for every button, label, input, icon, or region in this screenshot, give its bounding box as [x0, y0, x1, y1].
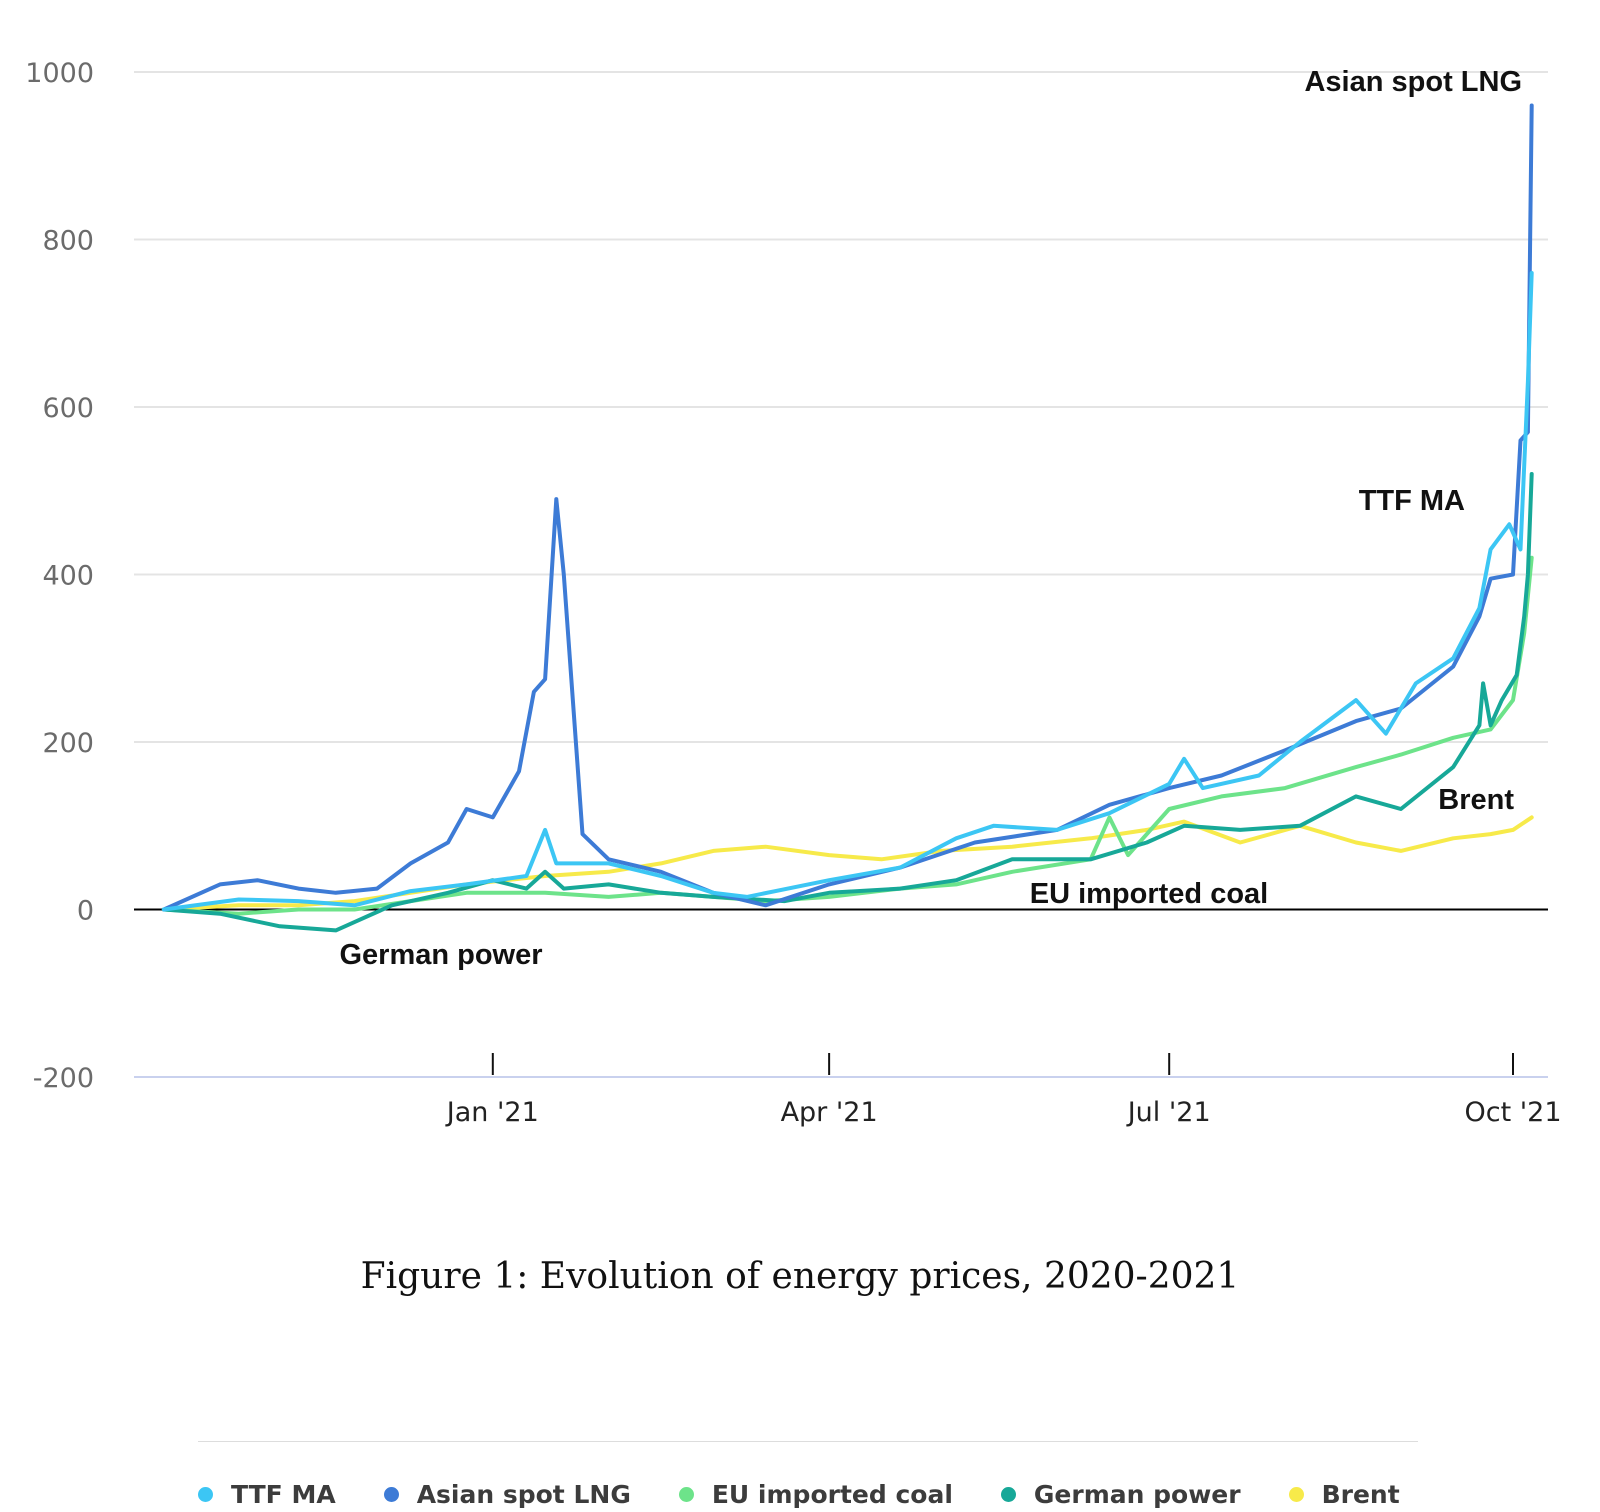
- legend-item: TTF MA: [198, 1480, 336, 1509]
- y-tick-label: 200: [42, 728, 94, 759]
- annotation-german-power: German power: [339, 939, 542, 971]
- legend-dot-icon: [198, 1486, 213, 1502]
- legend-label: TTF MA: [231, 1479, 336, 1509]
- energy-price-chart: 1000 800 600 400 200 0 -200 Jan '21 Apr '21 Jul '…: [25, 58, 1561, 1128]
- y-tick-label: 1000: [25, 58, 94, 89]
- series-line-german-power: [161, 472, 1534, 933]
- legend-dot-icon: [1000, 1486, 1016, 1502]
- legend-label: German power: [1033, 1479, 1241, 1509]
- y-tick-label: 800: [42, 226, 94, 257]
- legend-item: Asian spot LNG: [383, 1479, 631, 1509]
- annotation-eu-imported-coal: EU imported coal: [1030, 878, 1269, 910]
- legend-dot-icon: [678, 1486, 694, 1502]
- y-tick-label: 0: [77, 896, 94, 927]
- annotation-brent: Brent: [1438, 784, 1514, 816]
- x-tick-label: Oct '21: [1464, 1097, 1561, 1128]
- legend-label: Brent: [1321, 1479, 1400, 1509]
- series-line-asian-spot-lng: [161, 103, 1534, 912]
- legend-item: EU imported coal: [678, 1479, 953, 1509]
- legend-divider: [198, 1441, 1418, 1442]
- series-line-ttf-ma: [161, 271, 1534, 912]
- annotation-asian-spot-lng: Asian spot LNG: [1304, 66, 1522, 98]
- x-tick-label: Apr '21: [781, 1097, 878, 1128]
- chart-legend: TTF MA Asian spot LNG EU imported coal Germ…: [198, 1477, 1448, 1511]
- legend-dot-icon: [383, 1486, 399, 1502]
- annotation-ttf-ma: TTF MA: [1359, 485, 1465, 517]
- legend-label: Asian spot LNG: [416, 1479, 631, 1509]
- legend-dot-icon: [1288, 1486, 1304, 1502]
- x-tick-label: Jan '21: [445, 1097, 539, 1128]
- y-tick-label: -200: [33, 1063, 94, 1094]
- legend-item: German power: [1000, 1479, 1241, 1509]
- y-tick-label: 600: [42, 393, 94, 424]
- figure-caption: Figure 1: Evolution of energy prices, 20…: [360, 1256, 1240, 1297]
- series-line-eu-imported-coal: [161, 555, 1534, 916]
- x-tick-label: Jul '21: [1126, 1097, 1211, 1128]
- y-tick-label: 400: [42, 561, 94, 592]
- legend-item: Brent: [1288, 1479, 1400, 1509]
- legend-label: EU imported coal: [711, 1479, 953, 1509]
